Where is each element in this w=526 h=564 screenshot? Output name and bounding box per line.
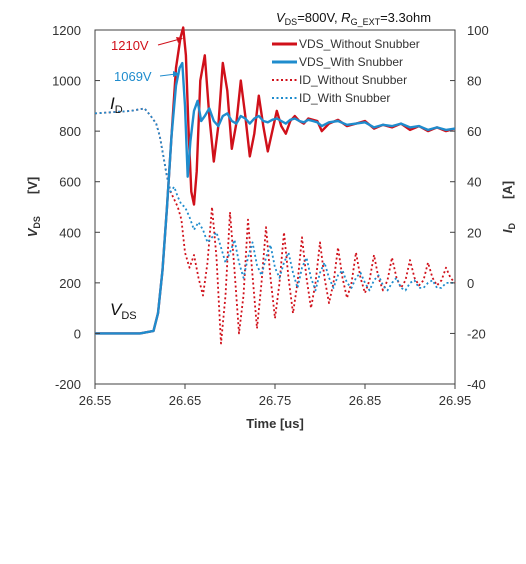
- title-r-subscript: G_EXT: [351, 17, 381, 27]
- legend-label-id-with: ID_With Snubber: [299, 91, 390, 105]
- peak-without-arrowhead: [176, 37, 183, 43]
- y-left-tick-label: 200: [59, 276, 81, 291]
- peak-with-label: 1069V: [114, 69, 152, 84]
- y-right-tick-label: 80: [467, 74, 481, 89]
- peak-without-label: 1210V: [111, 38, 149, 53]
- x-tick-label: 26.65: [169, 393, 202, 408]
- x-tick-label: 26.55: [79, 393, 112, 408]
- y-left-tick-label: 1200: [52, 23, 81, 38]
- y-left-tick-label: 400: [59, 225, 81, 240]
- vds-curve-subscript: DS: [121, 310, 136, 322]
- y-left-tick-label: 1000: [52, 74, 81, 89]
- y-right-tick-label: 100: [467, 23, 489, 38]
- vds-curve-label: VDS: [110, 300, 137, 322]
- y-right-axis-title: ID [A]: [500, 181, 517, 233]
- series-line-vds-with-snubber: [95, 61, 456, 335]
- title-r-symbol: R: [341, 10, 350, 25]
- series-line-id-with-snubber: [94, 107, 455, 292]
- y-left-symbol: V: [25, 227, 40, 237]
- id-curve-symbol: I: [110, 94, 115, 113]
- title-v-symbol: V: [276, 10, 286, 25]
- y-right-unit: [A]: [500, 181, 515, 199]
- legend-label-vds-with: VDS_With Snubber: [299, 55, 403, 69]
- y-left-tick-label: 0: [74, 326, 81, 341]
- y-left-tick-label: -200: [55, 377, 81, 392]
- series-layer: [94, 26, 456, 345]
- legend-label-id-without: ID_Without Snubber: [299, 73, 407, 87]
- y-right-tick-label: 60: [467, 124, 481, 139]
- x-tick-label: 26.85: [349, 393, 382, 408]
- peak-without-arrow: [157, 38, 181, 46]
- y-right-tick-label: 40: [467, 175, 481, 190]
- y-right-tick-label: -20: [467, 326, 486, 341]
- peak-with-arrowhead: [173, 71, 180, 77]
- y-right-symbol: I: [500, 229, 515, 233]
- title-r-value: =3.3ohm: [380, 10, 431, 25]
- legend: VDS_Without Snubber VDS_With Snubber ID_…: [272, 37, 420, 105]
- y-left-axis-title: VDS [V]: [25, 177, 42, 238]
- ticks-layer: 26.55 26.65 26.75 26.85 26.95-20002004006008…: [52, 23, 489, 408]
- x-tick-label: 26.75: [259, 393, 292, 408]
- vds-curve-symbol: V: [110, 300, 123, 319]
- legend-label-vds-without: VDS_Without Snubber: [299, 37, 420, 51]
- chart-title: VDS=800V, RG_EXT=3.3ohm: [276, 10, 431, 27]
- x-tick-label: 26.95: [439, 393, 472, 408]
- y-left-tick-label: 600: [59, 175, 81, 190]
- title-v-value: =800V,: [297, 10, 341, 25]
- y-left-tick-label: 800: [59, 124, 81, 139]
- id-curve-label: ID: [110, 94, 123, 116]
- y-left-subscript: DS: [32, 216, 42, 229]
- title-v-subscript: DS: [285, 17, 298, 27]
- id-curve-subscript: D: [115, 104, 123, 116]
- x-axis-title: Time [us]: [246, 416, 304, 431]
- y-right-tick-label: 20: [467, 225, 481, 240]
- y-right-tick-label: 0: [467, 276, 474, 291]
- y-right-tick-label: -40: [467, 377, 486, 392]
- y-right-subscript: D: [507, 222, 517, 229]
- y-left-unit: [V]: [25, 177, 40, 194]
